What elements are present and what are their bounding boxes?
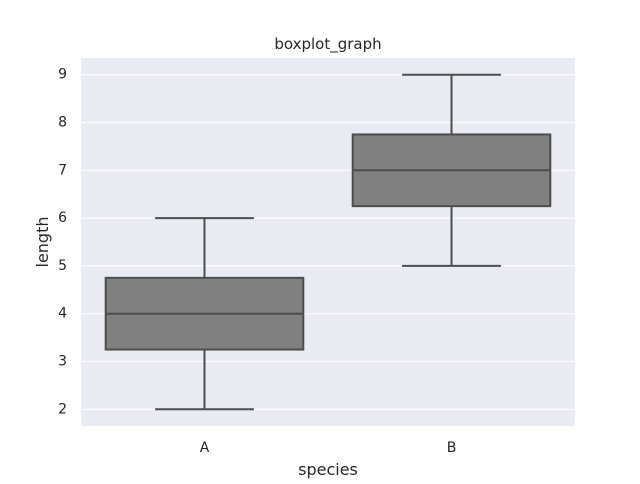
y-axis-ticks: 2 3 4 5 6 7 8 9 (58, 67, 67, 418)
box-group-B (351, 73, 552, 267)
x-tick-label-B: B (447, 440, 457, 456)
y-tick-label-9: 9 (58, 67, 67, 83)
x-tick-label-A: A (200, 440, 210, 456)
y-tick-label-6: 6 (58, 210, 67, 226)
y-tick-label-5: 5 (58, 258, 67, 274)
y-tick-label-7: 7 (58, 162, 67, 178)
boxes (104, 73, 552, 411)
box-group-A (104, 217, 305, 411)
y-tick-label-4: 4 (58, 306, 67, 322)
chart-title: boxplot_graph (274, 35, 381, 54)
y-tick-label-8: 8 (58, 115, 67, 131)
y-axis-label: length (33, 217, 52, 268)
plot-area (81, 58, 575, 426)
y-tick-label-2: 2 (58, 401, 67, 417)
x-axis-label: species (298, 460, 358, 479)
y-tick-label-3: 3 (58, 353, 67, 369)
